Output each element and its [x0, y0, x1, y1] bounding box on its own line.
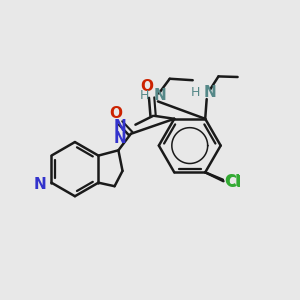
Text: N: N — [154, 88, 167, 103]
Text: N: N — [204, 85, 217, 100]
Text: O: O — [140, 79, 153, 94]
Text: H: H — [191, 86, 200, 99]
Text: Cl: Cl — [224, 174, 241, 189]
Text: N: N — [114, 119, 127, 134]
Text: N: N — [113, 131, 126, 146]
Text: Cl: Cl — [225, 175, 241, 190]
Text: H: H — [140, 89, 149, 102]
Text: N: N — [34, 177, 47, 192]
Text: O: O — [110, 106, 123, 121]
